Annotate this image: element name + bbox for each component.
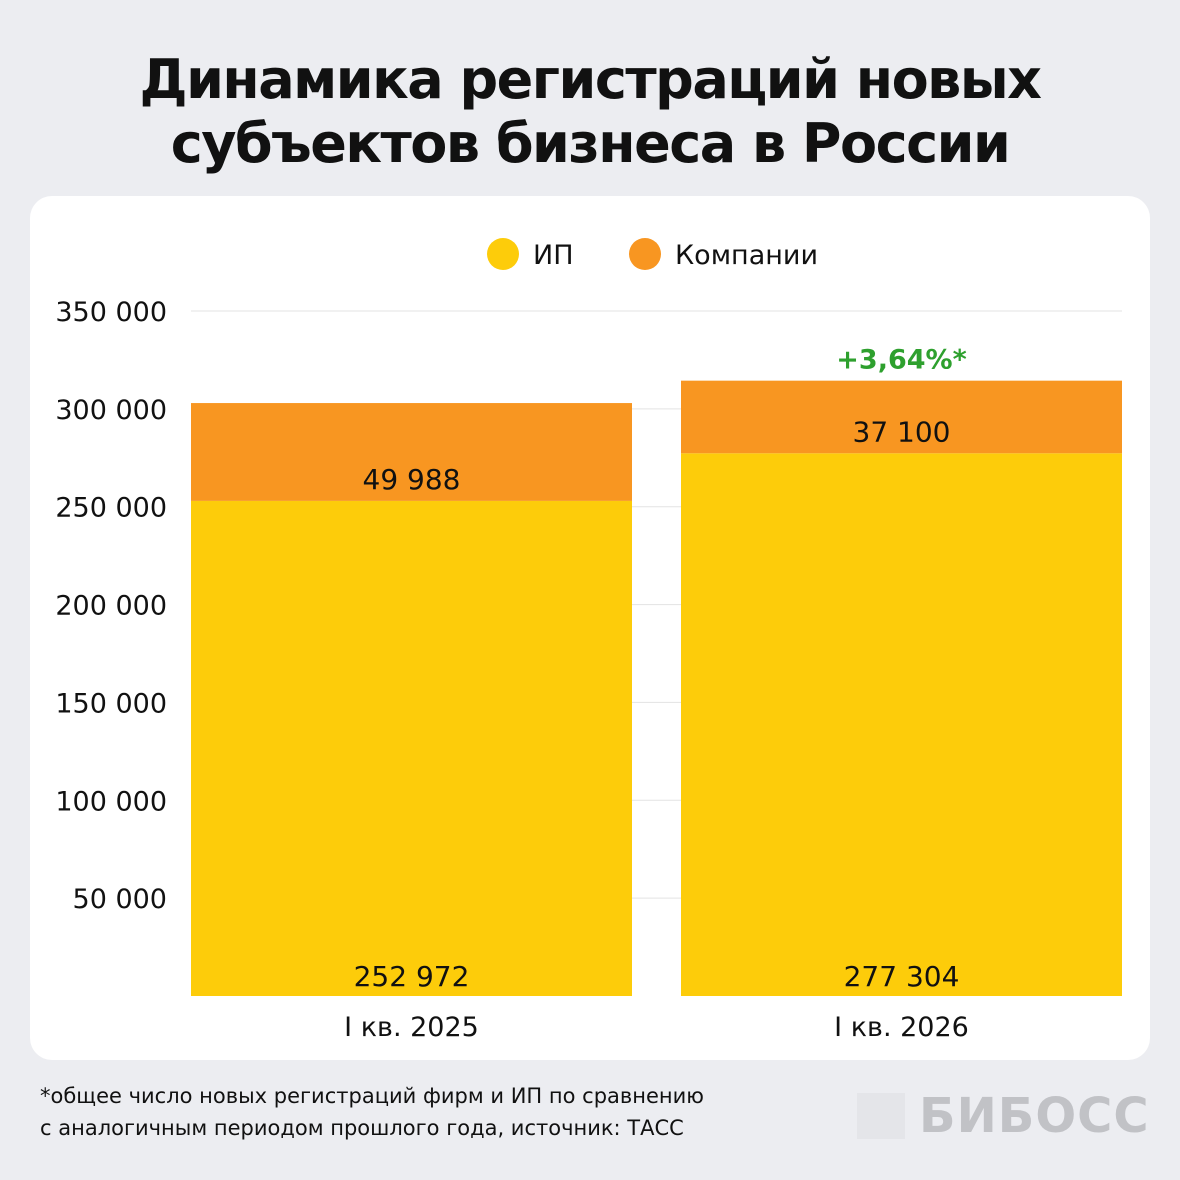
x-tick-label: I кв. 2025 <box>344 1012 479 1043</box>
y-tick-label: 200 000 <box>55 591 167 622</box>
legend-label: Компании <box>675 240 818 271</box>
bar-ИП <box>681 453 1122 996</box>
logo-text: БИБОСС <box>919 1088 1150 1144</box>
bar-ИП <box>191 500 632 996</box>
data-label: 252 972 <box>354 960 470 993</box>
y-tick-label: 250 000 <box>55 493 167 524</box>
data-label: 49 988 <box>363 463 461 496</box>
y-tick-label: 150 000 <box>55 688 167 719</box>
footnote: *общее число новых регистраций фирм и ИП… <box>40 1080 704 1144</box>
growth-annotation: +3,64%* <box>836 345 966 376</box>
data-label: 277 304 <box>844 960 960 993</box>
footnote-line-2: с аналогичным периодом прошлого года, ис… <box>40 1116 684 1140</box>
legend-marker <box>487 238 519 270</box>
legend-marker <box>629 238 661 270</box>
bar-Компании <box>191 403 632 501</box>
footnote-line-1: *общее число новых регистраций фирм и ИП… <box>40 1084 704 1108</box>
y-tick-label: 300 000 <box>55 395 167 426</box>
y-tick-label: 350 000 <box>55 297 167 328</box>
chart-title: Динамика регистраций новых субъектов биз… <box>139 48 1042 175</box>
x-tick-label: I кв. 2026 <box>834 1012 969 1043</box>
bar-Компании <box>681 380 1122 454</box>
legend-label: ИП <box>533 240 574 271</box>
y-tick-label: 50 000 <box>73 884 167 915</box>
logo-mark-icon <box>857 1093 905 1139</box>
data-label: 37 100 <box>853 415 951 448</box>
logo: БИБОСС <box>857 1088 1150 1144</box>
y-tick-label: 100 000 <box>55 786 167 817</box>
